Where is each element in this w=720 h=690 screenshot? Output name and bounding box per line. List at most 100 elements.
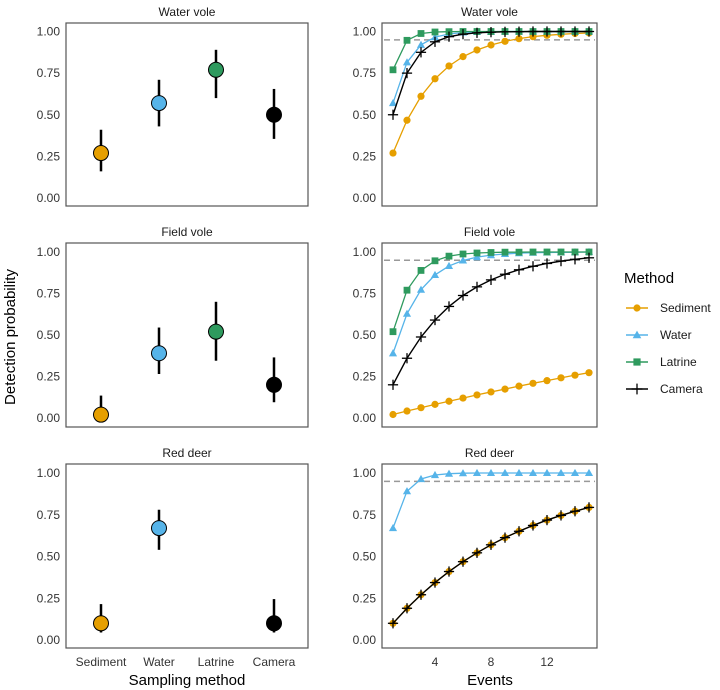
data-point: [388, 349, 398, 357]
data-point: [471, 27, 483, 38]
left-ytick-label: 0.50: [37, 328, 61, 342]
data-point: [443, 301, 455, 312]
data-point: [415, 47, 427, 58]
legend-title: Method: [624, 270, 674, 287]
data-point: [401, 68, 413, 79]
data-point: [515, 35, 523, 43]
right-ytick-label: 1.00: [353, 466, 377, 480]
right-ytick-label: 0.75: [353, 287, 377, 301]
data-point: [499, 269, 511, 280]
data-point: [429, 577, 441, 588]
estimate-point: [93, 145, 109, 162]
data-point: [527, 26, 539, 37]
point-range-sediment: [93, 395, 109, 423]
data-point: [389, 328, 397, 336]
data-point: [555, 26, 567, 37]
panel-title: Water vole: [159, 5, 216, 19]
data-point: [417, 30, 425, 37]
panel-title: Red deer: [162, 446, 211, 460]
data-point: [473, 391, 481, 399]
series-camera: [387, 26, 595, 120]
data-point: [457, 556, 469, 567]
data-point: [556, 468, 566, 477]
data-point: [557, 248, 565, 256]
point-range-camera: [266, 599, 282, 633]
data-point: [431, 75, 439, 83]
left-ytick-label: 0.75: [37, 287, 61, 301]
data-point: [571, 248, 579, 256]
estimate-point: [151, 520, 167, 537]
left-panel-water-vole: Water vole 0.00 0.25 0.50 0.75 1.00: [37, 5, 309, 207]
data-point: [457, 29, 469, 40]
data-point: [585, 248, 593, 256]
estimate-point: [266, 615, 282, 632]
legend-key-marker: [631, 383, 643, 395]
y-axis-title: Detection probability: [2, 269, 19, 405]
data-point: [416, 285, 426, 293]
data-point: [387, 109, 399, 120]
left-ytick-label: 0.75: [37, 508, 61, 522]
data-point: [557, 374, 565, 382]
data-point: [471, 547, 483, 558]
right-ytick-label: 0.50: [353, 108, 377, 122]
panel-frame: [381, 242, 598, 428]
left-ytick-label: 0.25: [37, 370, 61, 384]
data-point: [485, 27, 497, 38]
data-point: [583, 26, 595, 37]
data-point: [458, 256, 468, 264]
data-point: [487, 41, 495, 49]
left-ytick-label: 0.00: [37, 191, 61, 205]
panel-frame: [65, 242, 309, 428]
right-ytick-label: 0.00: [353, 633, 377, 647]
data-point: [541, 258, 553, 269]
right-ytick-label: 0.25: [353, 370, 377, 384]
x-tick-label: 12: [540, 655, 554, 669]
data-point: [541, 514, 553, 526]
right-ytick-label: 0.50: [353, 550, 377, 564]
legend-key-marker: [632, 330, 642, 339]
data-point: [584, 468, 594, 477]
data-point: [473, 249, 481, 257]
estimate-point: [208, 61, 224, 78]
data-point: [458, 469, 468, 477]
data-point: [387, 379, 399, 390]
left-ytick-label: 0.25: [37, 149, 61, 163]
data-point: [417, 267, 425, 274]
data-point: [472, 468, 482, 477]
series-latrine: [389, 248, 593, 336]
series-camera: [387, 252, 595, 390]
data-point: [543, 377, 551, 385]
data-point: [570, 468, 580, 477]
x-tick-label: Camera: [253, 655, 296, 669]
data-point: [529, 248, 537, 256]
data-point: [389, 66, 397, 74]
data-point: [388, 99, 398, 107]
data-point: [416, 40, 426, 48]
estimate-point: [266, 376, 282, 393]
left-ytick-label: 0.00: [37, 633, 61, 647]
estimate-point: [208, 323, 224, 340]
estimate-point: [93, 615, 109, 632]
left-ytick-label: 1.00: [37, 466, 61, 480]
data-point: [389, 149, 397, 157]
estimate-point: [151, 95, 167, 112]
data-point: [527, 520, 539, 531]
data-point: [417, 404, 425, 412]
data-point: [445, 397, 453, 405]
data-point: [501, 385, 509, 393]
right-ytick-label: 0.75: [353, 66, 377, 80]
right-ytick-label: 0.00: [353, 191, 377, 205]
estimate-point: [93, 406, 109, 423]
data-point: [529, 379, 537, 387]
data-point: [401, 603, 413, 614]
data-point: [444, 261, 454, 270]
data-point: [445, 62, 453, 70]
panel-title: Red deer: [465, 446, 514, 460]
left-ytick-label: 0.00: [37, 411, 61, 425]
point-range-water: [151, 79, 167, 127]
data-point: [387, 618, 399, 629]
data-point: [499, 26, 511, 37]
data-point: [473, 46, 481, 54]
x-axis-title-left: Sampling method: [129, 672, 246, 689]
